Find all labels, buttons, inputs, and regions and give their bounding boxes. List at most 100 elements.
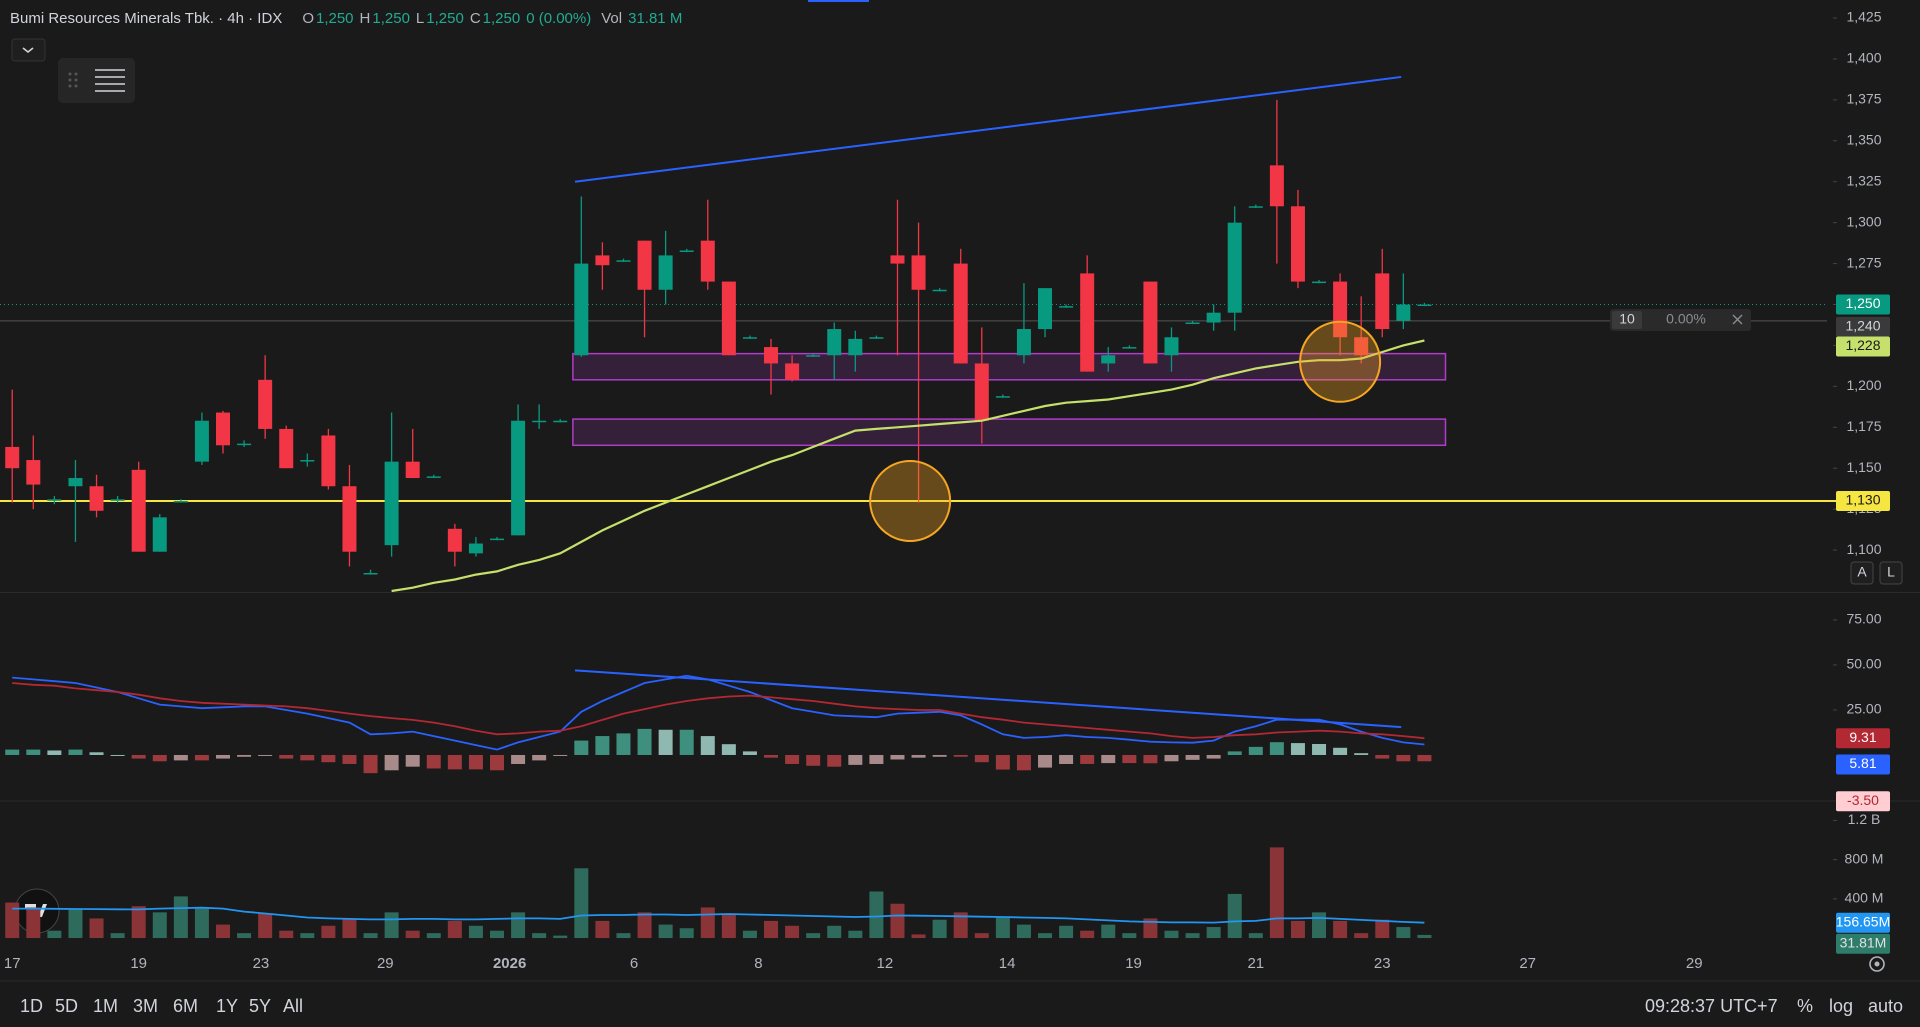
histogram-bar	[1206, 754, 1221, 759]
chevron-button[interactable]	[11, 38, 46, 62]
volume-bar	[1333, 920, 1348, 939]
quantity-box	[1612, 311, 1642, 329]
candle-body	[258, 379, 273, 429]
volume-bar	[342, 918, 357, 939]
volume-bar	[1396, 927, 1411, 939]
histogram-bar	[848, 754, 863, 765]
volume-bar	[5, 902, 20, 939]
y-tick-label: 1,325	[1846, 172, 1881, 188]
timeframe-button[interactable]: 3M	[133, 996, 159, 1016]
drawing-panel-button[interactable]	[58, 58, 135, 103]
histogram-bar	[932, 754, 947, 757]
volume-bar	[1227, 893, 1242, 939]
chevron-box[interactable]	[11, 38, 46, 62]
candle-body	[1333, 281, 1348, 338]
volume-bar	[68, 908, 83, 939]
volume-bar	[658, 924, 673, 939]
candle-body	[679, 250, 694, 252]
scale-button[interactable]	[1879, 561, 1903, 585]
timeframe-button[interactable]: 6M	[173, 996, 199, 1016]
y-tick-label: 1,150	[1846, 459, 1881, 475]
volume-bar	[1122, 933, 1137, 939]
histogram-bar	[574, 740, 589, 755]
volume-ma-label: 156.65M	[1836, 913, 1890, 929]
candle-body	[363, 572, 378, 575]
timeframe-button[interactable]: 1Y	[216, 996, 239, 1016]
volume-bar	[1312, 912, 1327, 939]
volume-bar	[637, 912, 652, 939]
volume-bar	[237, 933, 252, 939]
percent: 0.00%	[1666, 311, 1706, 327]
level-label: 1,130	[1845, 492, 1880, 508]
timeframe-button[interactable]: 5D	[55, 996, 79, 1016]
volume-bar	[490, 930, 505, 939]
scale-button[interactable]	[1850, 561, 1874, 585]
settings-gear[interactable]	[1869, 956, 1885, 972]
macd-line	[12, 682, 1425, 740]
volume-bar	[700, 907, 715, 939]
histogram-bar	[1164, 754, 1179, 762]
x-tick-label: 23	[1374, 955, 1391, 972]
candle-body	[194, 420, 209, 462]
y-tick-label: 1,175	[1846, 418, 1881, 434]
volume-bar	[131, 906, 146, 939]
candle-body	[279, 428, 294, 469]
histogram-bar	[1269, 742, 1284, 755]
histogram-bar	[637, 728, 652, 755]
volume-bar	[890, 903, 905, 939]
histogram-bar	[363, 754, 378, 774]
volume-ma	[12, 906, 1425, 924]
volume-bar	[47, 930, 62, 939]
order-widget	[1610, 309, 1751, 331]
histogram-bar	[258, 754, 273, 756]
trendline	[574, 75, 1402, 183]
histogram-bar	[911, 754, 926, 758]
scale-option[interactable]: %	[1797, 996, 1814, 1016]
volume-bar	[721, 913, 736, 939]
histogram-bar	[426, 754, 441, 769]
volume-bar	[426, 933, 441, 939]
histogram-bar	[890, 754, 905, 760]
histogram-bar	[68, 749, 83, 755]
histogram-bar	[300, 754, 315, 761]
timeframe-button[interactable]: 1D	[20, 996, 44, 1016]
histogram-bar	[89, 752, 104, 755]
candle-body	[1269, 165, 1284, 207]
histogram-bar	[384, 754, 399, 771]
x-tick-label: 19	[130, 955, 147, 972]
volume-bar	[827, 925, 842, 939]
macd-value-label: 5.81	[1849, 755, 1876, 771]
histogram-bar	[468, 754, 483, 770]
field-key: C	[469, 10, 481, 27]
candle-body	[742, 337, 757, 339]
prev-price-label-box	[1836, 316, 1890, 337]
timeframe-button[interactable]: 1M	[93, 996, 119, 1016]
candle-body	[1248, 206, 1263, 208]
candle-body	[300, 460, 315, 462]
candle-body	[658, 255, 673, 290]
histogram-bar	[321, 754, 336, 763]
candle-body	[827, 329, 842, 356]
volume-bar	[1164, 930, 1179, 939]
candle-body	[764, 347, 779, 364]
histogram-bar	[1312, 743, 1327, 755]
timeframe-button[interactable]: All	[283, 996, 304, 1016]
y-tick-label: 1,350	[1846, 131, 1881, 147]
histogram-bar	[1122, 754, 1137, 764]
histogram-bar	[1375, 754, 1390, 759]
scale-option[interactable]: auto	[1868, 996, 1904, 1016]
volume-label-box	[1836, 933, 1890, 954]
settings-icon	[95, 69, 125, 92]
macd-value-label-box	[1836, 754, 1890, 775]
x-tick-label: 6	[630, 955, 638, 972]
histogram-bar	[785, 754, 800, 764]
volume-bar	[216, 924, 231, 939]
volume-bar	[974, 933, 989, 939]
histogram-bar	[1248, 746, 1263, 755]
timeframe-button[interactable]: 5Y	[249, 996, 272, 1016]
gear-ring[interactable]	[1869, 956, 1885, 972]
histogram-bar	[194, 754, 209, 761]
x-tick-label: 19	[1125, 955, 1142, 972]
volume-bar	[911, 934, 926, 939]
scale-option[interactable]: log	[1829, 996, 1854, 1016]
